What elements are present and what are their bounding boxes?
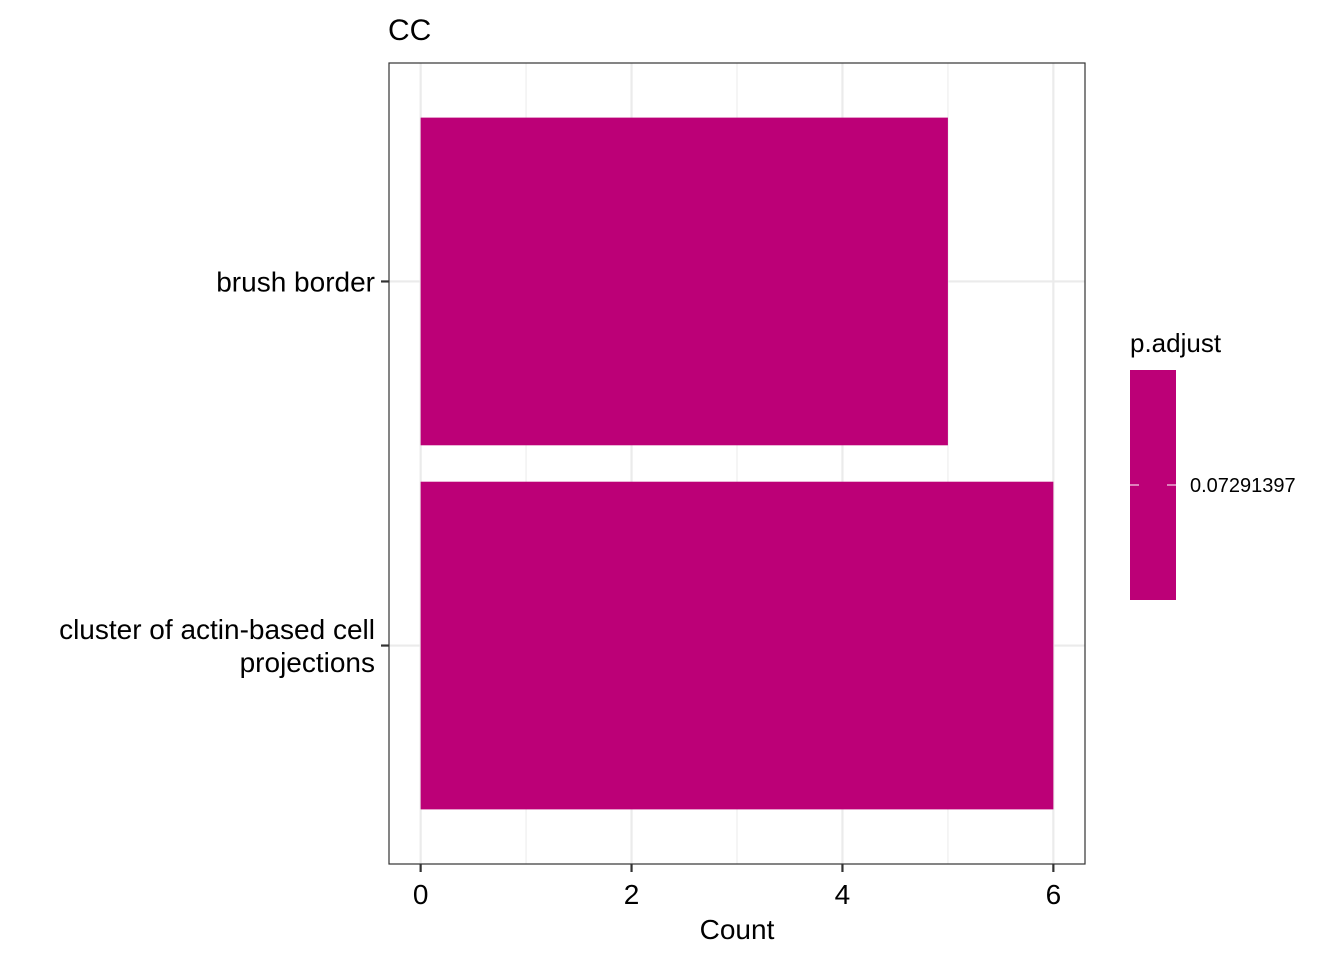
y-tick-label: brush border xyxy=(216,266,375,297)
bar xyxy=(420,481,1054,810)
x-axis: 0 2 4 6 xyxy=(413,864,1061,910)
y-tick-label: cluster of actin-based cell xyxy=(59,614,375,645)
x-axis-title: Count xyxy=(700,914,775,945)
x-tick-label: 0 xyxy=(413,879,429,910)
legend-title: p.adjust xyxy=(1130,328,1222,358)
chart-title: CC xyxy=(388,14,431,47)
legend-label: 0.07291397 xyxy=(1190,475,1296,497)
legend: p.adjust 0.07291397 xyxy=(1130,328,1296,600)
x-tick-label: 6 xyxy=(1046,879,1062,910)
plot-panel xyxy=(388,62,1086,865)
y-tick-label: projections xyxy=(240,647,375,678)
y-axis: brush border cluster of actin-based cellp… xyxy=(59,266,389,678)
bar xyxy=(420,117,948,446)
x-tick-label: 2 xyxy=(624,879,640,910)
bars xyxy=(420,117,1054,810)
x-tick-label: 4 xyxy=(835,879,851,910)
